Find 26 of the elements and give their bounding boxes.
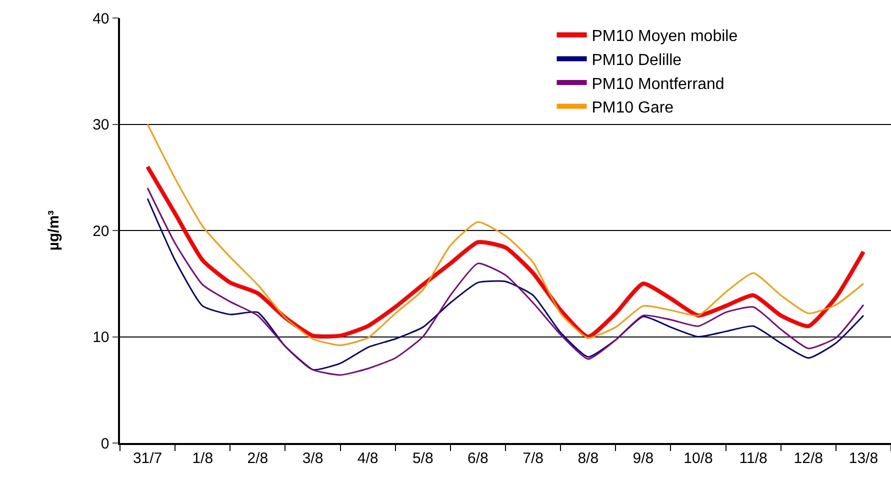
legend-label: PM10 Gare xyxy=(592,100,674,117)
x-tick-label: 2/8 xyxy=(247,450,268,467)
y-tick-label: 0 xyxy=(100,435,110,452)
y-axis-title: µg/m³ xyxy=(45,210,62,251)
line-series xyxy=(146,164,866,339)
line-series xyxy=(146,124,864,346)
y-tick-label: 20 xyxy=(92,222,110,240)
x-tick-label: 4/8 xyxy=(357,450,378,467)
legend-label: PM10 Montferrand xyxy=(592,76,724,93)
x-tick-label: 13/8 xyxy=(848,450,878,467)
legend-label: PM10 Moyen mobile xyxy=(592,28,738,46)
x-tick-label: 10/8 xyxy=(684,450,713,467)
x-tick-label: 31/7 xyxy=(132,450,162,467)
x-tick-label: 11/8 xyxy=(739,450,768,467)
x-tick-label: 9/8 xyxy=(632,450,654,467)
x-tick-label: 7/8 xyxy=(522,450,544,467)
x-tick-label: 6/8 xyxy=(468,450,488,467)
x-tick-label: 3/8 xyxy=(302,450,324,467)
y-tick-label: 40 xyxy=(92,10,110,28)
y-tick-label: 10 xyxy=(92,329,110,346)
y-tick-label: 30 xyxy=(92,116,110,134)
x-tick-label: 1/8 xyxy=(192,450,214,467)
legend-label: PM10 Delille xyxy=(592,52,682,69)
x-tick-label: 8/8 xyxy=(578,450,599,467)
x-tick-label: 5/8 xyxy=(412,450,434,467)
x-tick-label: 12/8 xyxy=(794,450,823,467)
